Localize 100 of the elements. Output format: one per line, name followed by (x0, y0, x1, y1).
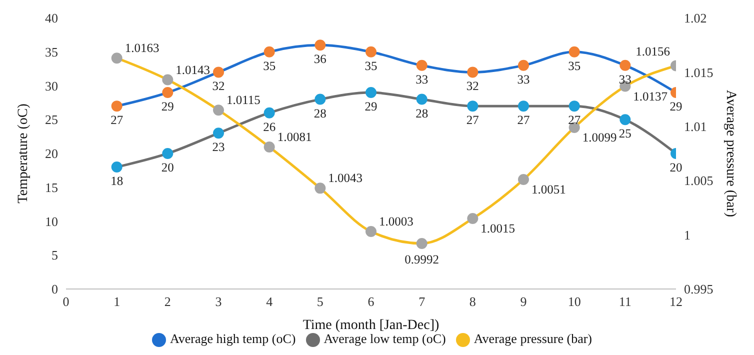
point (568, 100, 580, 112)
data-label: 1.0015 (480, 222, 516, 236)
x-tick-label: 10 (568, 294, 581, 310)
data-label: 27 (517, 113, 530, 128)
y2-tick-label: 1 (684, 227, 690, 242)
point (467, 66, 478, 78)
point (416, 238, 428, 249)
y2-tick-label: 1.01 (684, 119, 707, 134)
data-label: 27 (110, 113, 124, 128)
x-tick-label: 12 (670, 294, 682, 310)
data-label: 1.0156 (636, 44, 670, 59)
data-label: 33 (618, 72, 632, 86)
data-label: 23 (212, 140, 225, 154)
point (416, 60, 428, 71)
x-tick-label: 4 (266, 294, 274, 310)
legend-label: Average pressure (bar) (474, 330, 592, 346)
point (366, 87, 376, 98)
y-tick-label: 30 (45, 78, 58, 94)
data-label: 27 (466, 113, 479, 128)
y2-tick-label: 1.015 (684, 64, 714, 80)
data-label: 35 (364, 58, 378, 73)
data-label: 20 (161, 160, 174, 174)
point (264, 141, 275, 152)
x-tick-label: 9 (520, 294, 527, 310)
data-label: 33 (517, 72, 530, 86)
y-tick-label: 5 (52, 248, 58, 263)
y-tick-label: 10 (45, 214, 58, 229)
y2-tick-label: 0.995 (684, 282, 714, 297)
data-label: 1.0099 (582, 130, 617, 144)
data-label: 18 (110, 174, 124, 188)
point (518, 174, 529, 186)
x-tick-label: 11 (618, 294, 632, 310)
y-tick-label: 25 (45, 112, 58, 128)
data-label: 32 (212, 79, 225, 94)
point (213, 66, 224, 78)
point (213, 128, 224, 139)
point (314, 94, 326, 105)
data-label: 29 (364, 100, 378, 114)
data-label: 1.0137 (633, 89, 668, 104)
point (568, 46, 580, 58)
y-tick-label: 40 (45, 10, 58, 26)
point (366, 46, 376, 58)
x-axis-title: Time (month [Jan-Dec]) (302, 318, 440, 333)
data-label: 26 (263, 120, 276, 134)
point (162, 87, 174, 98)
data-label: 1.0143 (176, 62, 210, 77)
data-label: 35 (263, 58, 276, 73)
x-tick-label: 6 (368, 294, 375, 310)
data-label: 32 (466, 79, 479, 94)
point (111, 52, 122, 64)
point (162, 74, 174, 86)
y-axis-title: Temperature (oC) (16, 103, 31, 204)
data-label: 1.0115 (226, 93, 260, 108)
y2-axis-title: Average pressure (bar) (723, 90, 738, 218)
y2-tick-label: 1.005 (684, 173, 714, 188)
data-label: 1.0081 (277, 130, 312, 144)
point (111, 100, 122, 112)
x-tick-label: 3 (215, 294, 222, 310)
point (314, 40, 326, 51)
data-label: 27 (568, 113, 581, 128)
point (467, 213, 478, 224)
x-tick-label: 0 (62, 294, 70, 310)
data-label: 25 (618, 126, 632, 141)
point (314, 182, 326, 194)
data-label: 36 (314, 52, 326, 66)
y2-tick-label: 1.02 (684, 10, 707, 26)
data-label: 1.0043 (328, 171, 363, 186)
y-tick-label: 0 (52, 282, 58, 297)
data-label: 1.0003 (379, 214, 414, 229)
x-tick-label: 8 (469, 294, 476, 310)
point (518, 100, 529, 112)
data-label: 35 (568, 58, 581, 73)
data-label: 33 (416, 72, 428, 86)
data-label: 28 (416, 106, 428, 120)
data-label: 1.0163 (124, 41, 160, 56)
x-tick-label: 5 (316, 294, 324, 310)
data-label: 29 (670, 100, 682, 114)
point (264, 107, 275, 118)
data-label: 0.9992 (404, 252, 440, 266)
point (213, 104, 224, 116)
y-tick-label: 35 (45, 44, 58, 60)
point (416, 94, 428, 105)
point (620, 60, 631, 71)
point (467, 100, 478, 112)
legend-label: Average low temp (oC) (324, 330, 446, 346)
point (518, 60, 529, 71)
legend-label: Average high temp (oC) (170, 330, 296, 346)
data-label: 1.0051 (532, 182, 566, 197)
x-tick-label: 2 (164, 294, 171, 310)
point (111, 162, 122, 173)
y-tick-label: 20 (45, 146, 58, 162)
data-label: 29 (161, 100, 174, 114)
y-tick-label: 15 (45, 180, 58, 195)
x-tick-label: 1 (114, 294, 120, 310)
point (620, 114, 631, 126)
data-label: 28 (314, 106, 326, 120)
point (264, 46, 275, 58)
point (366, 226, 376, 238)
x-tick-label: 7 (418, 294, 426, 310)
point (162, 148, 174, 159)
